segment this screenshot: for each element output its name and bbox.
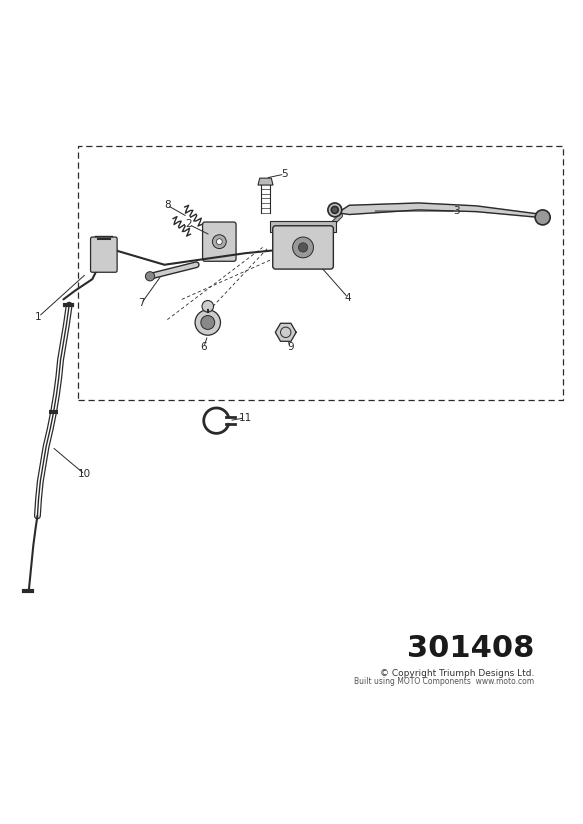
Text: 9: 9 [287, 342, 294, 353]
FancyBboxPatch shape [273, 226, 333, 269]
Text: 6: 6 [201, 342, 207, 353]
Text: 10: 10 [78, 470, 92, 480]
FancyBboxPatch shape [90, 237, 117, 272]
Polygon shape [275, 323, 296, 341]
Text: 5: 5 [281, 169, 288, 179]
Circle shape [195, 310, 220, 335]
Text: 11: 11 [238, 413, 252, 423]
Text: 7: 7 [138, 298, 145, 308]
Text: © Copyright Triumph Designs Ltd.: © Copyright Triumph Designs Ltd. [380, 668, 534, 677]
Circle shape [212, 235, 226, 249]
Text: 3: 3 [453, 206, 459, 216]
Text: Built using MOTO Components  www.moto.com: Built using MOTO Components www.moto.com [354, 677, 534, 686]
Text: 2: 2 [185, 219, 192, 229]
Circle shape [293, 237, 314, 258]
Circle shape [535, 210, 550, 225]
Circle shape [298, 243, 308, 252]
Circle shape [216, 239, 222, 245]
FancyBboxPatch shape [270, 221, 336, 232]
Text: 301408: 301408 [407, 634, 534, 663]
Circle shape [145, 272, 154, 281]
Polygon shape [338, 203, 546, 218]
Circle shape [202, 301, 213, 312]
Circle shape [331, 207, 338, 213]
FancyBboxPatch shape [202, 222, 236, 261]
Circle shape [328, 203, 342, 217]
Polygon shape [258, 178, 273, 185]
Text: 1: 1 [35, 311, 42, 321]
Text: 8: 8 [164, 200, 171, 210]
Text: 4: 4 [345, 293, 352, 302]
Circle shape [201, 316, 215, 330]
